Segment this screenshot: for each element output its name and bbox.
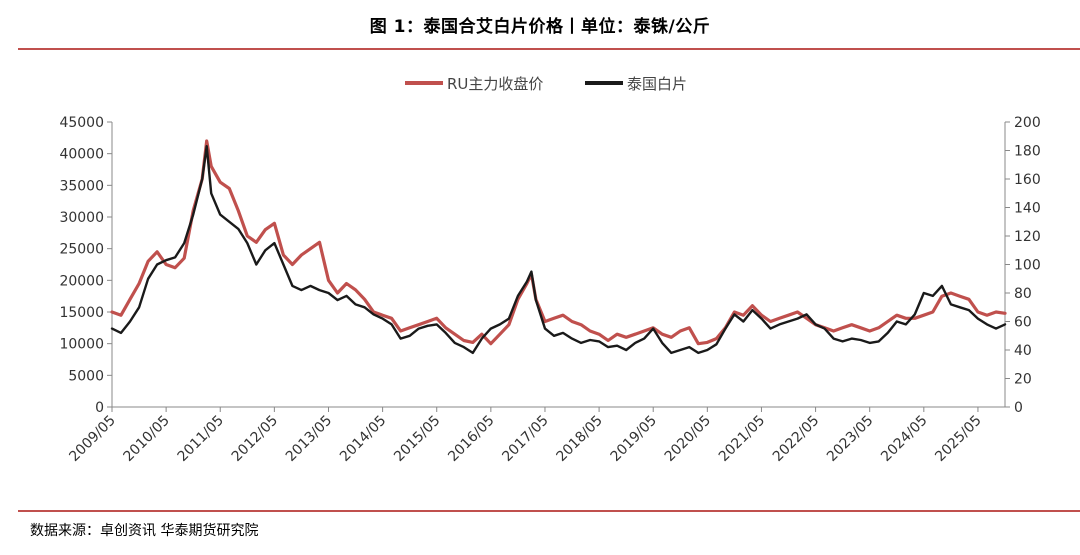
x-tick-label: 2012/05 bbox=[229, 413, 281, 465]
x-tick-label: 2014/05 bbox=[337, 413, 389, 465]
right-tick-label: 0 bbox=[1014, 400, 1023, 416]
right-tick-label: 100 bbox=[1014, 258, 1041, 274]
left-tick-label: 5000 bbox=[68, 368, 104, 384]
legend-label-thai-sheet: 泰国白片 bbox=[627, 75, 687, 93]
x-tick-label: 2022/05 bbox=[770, 413, 822, 465]
left-tick-label: 0 bbox=[95, 400, 104, 416]
x-tick-label: 2016/05 bbox=[445, 413, 497, 465]
series-line-thai-sheet bbox=[110, 145, 1007, 355]
series-group bbox=[110, 139, 1007, 355]
series-line-ru bbox=[110, 139, 1007, 346]
x-tick-label: 2018/05 bbox=[553, 413, 605, 465]
x-tick-label: 2013/05 bbox=[283, 413, 335, 465]
right-tick-label: 120 bbox=[1014, 229, 1041, 245]
x-tick-label: 2011/05 bbox=[175, 413, 227, 465]
left-tick-label: 45000 bbox=[59, 115, 104, 131]
legend-label-ru: RU主力收盘价 bbox=[447, 75, 543, 93]
left-tick-label: 15000 bbox=[59, 305, 104, 321]
source-note: 数据来源：卓创资讯 华泰期货研究院 bbox=[30, 523, 259, 539]
bottom-divider bbox=[18, 510, 1080, 512]
x-tick-label: 2019/05 bbox=[608, 413, 660, 465]
top-divider bbox=[18, 48, 1080, 50]
x-tick-label: 2025/05 bbox=[932, 413, 984, 465]
x-tick-label: 2023/05 bbox=[824, 413, 876, 465]
x-tick-label: 2009/05 bbox=[66, 413, 118, 465]
x-tick-label: 2024/05 bbox=[878, 413, 930, 465]
right-tick-label: 180 bbox=[1014, 144, 1041, 160]
x-tick-label: 2015/05 bbox=[391, 413, 443, 465]
left-tick-label: 10000 bbox=[59, 337, 104, 353]
left-tick-label: 25000 bbox=[59, 242, 104, 258]
right-tick-label: 60 bbox=[1014, 315, 1032, 331]
chart-title: 图 1：泰国合艾白片价格丨单位：泰铢/公斤 bbox=[369, 17, 711, 37]
left-tick-label: 20000 bbox=[59, 273, 104, 289]
right-tick-label: 40 bbox=[1014, 343, 1032, 359]
right-tick-label: 140 bbox=[1014, 201, 1041, 217]
right-tick-label: 200 bbox=[1014, 115, 1041, 131]
left-tick-label: 40000 bbox=[59, 147, 104, 163]
x-tick-label: 2017/05 bbox=[499, 413, 551, 465]
x-tick-label: 2021/05 bbox=[716, 413, 768, 465]
x-tick-label: 2010/05 bbox=[121, 413, 173, 465]
right-tick-label: 160 bbox=[1014, 172, 1041, 188]
right-tick-label: 20 bbox=[1014, 372, 1032, 388]
left-tick-label: 35000 bbox=[59, 178, 104, 194]
axes: 0 5000 10000 15000 20000 25000 30000 35000 40000… bbox=[59, 115, 1040, 465]
legend: RU主力收盘价 泰国白片 bbox=[405, 75, 687, 93]
chart-svg: RU主力收盘价 泰国白片 0 5000 10000 15000 20000 25000 300… bbox=[59, 75, 1040, 465]
right-tick-label: 80 bbox=[1014, 286, 1032, 302]
x-tick-label: 2020/05 bbox=[662, 413, 714, 465]
left-tick-label: 30000 bbox=[59, 210, 104, 226]
